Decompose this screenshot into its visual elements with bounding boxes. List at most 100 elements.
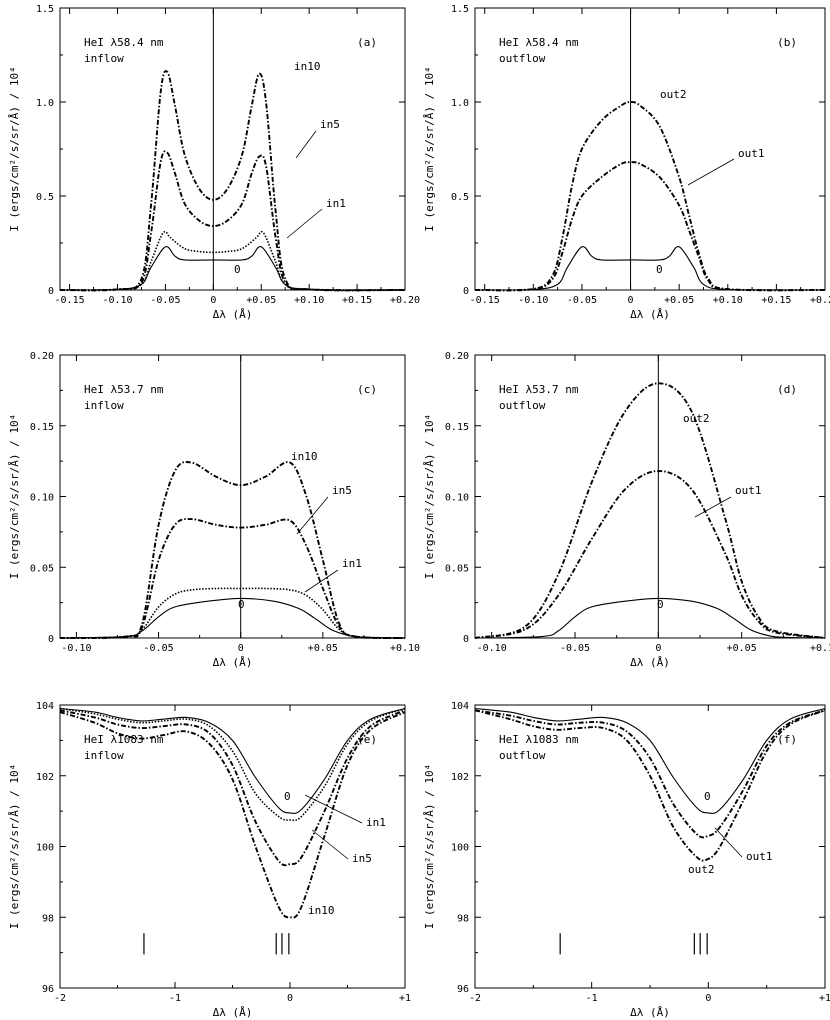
y-tick-label: 0 [48, 634, 54, 645]
curve-out1 [474, 470, 826, 639]
curve-in10 [59, 461, 406, 640]
panel-f: -2 -1 0 +1 96 98 100 102 104 Δλ (Å) I (ergs/cm²/s/… [423, 701, 830, 1019]
curve-in10 [59, 711, 406, 919]
x-tick-label: +0.10 [713, 295, 743, 306]
curve-label-0: 0 [656, 263, 663, 276]
y-tick-label: 0.20 [30, 351, 54, 362]
y-tick-label: 102 [451, 772, 469, 783]
y-axis-label: I (ergs/cm²/s/sr/Å) / 10⁴ [8, 414, 21, 580]
x-tick-label: -0.10 [61, 643, 91, 654]
x-tick-label: +1 [399, 993, 411, 1004]
curve-label-in1: in1 [342, 557, 362, 570]
curve-label-out2: out2 [660, 88, 687, 101]
x-tick-label: +0.10 [390, 643, 420, 654]
panel-title: HeI λ1083 nm [84, 733, 164, 746]
y-axis-label: I (ergs/cm²/s/sr/Å) / 10⁴ [8, 66, 21, 232]
panel-subtitle: outflow [499, 52, 546, 65]
x-tick-label: -2 [54, 993, 66, 1004]
curve-0 [474, 246, 826, 291]
x-tick-label: -0.05 [144, 643, 174, 654]
curve-label-in10: in10 [294, 60, 321, 73]
panel-title: HeI λ1083 nm [499, 733, 579, 746]
y-tick-label: 1.5 [451, 4, 469, 15]
x-tick-label: -0.05 [567, 295, 597, 306]
x-tick-label: +0.20 [810, 295, 830, 306]
y-tick-label: 0.15 [445, 422, 469, 433]
curve-label-in5: in5 [320, 118, 340, 131]
x-tick-label: -1 [169, 993, 181, 1004]
y-tick-label: 1.0 [36, 98, 54, 109]
label-leader-line [311, 829, 349, 860]
x-axis-label: Δλ (Å) [213, 308, 253, 321]
curve-in10 [59, 70, 406, 292]
x-tick-label: -0.15 [55, 295, 85, 306]
panel-e: -2 -1 0 +1 96 98 100 102 104 Δλ (Å) I (ergs/cm²/s/… [8, 701, 411, 1019]
panel-letter: (c) [357, 383, 377, 396]
curve-label-0: 0 [234, 263, 241, 276]
curve-label-in10: in10 [291, 450, 318, 463]
y-tick-label: 0 [463, 634, 469, 645]
y-axis-label: I (ergs/cm²/s/sr/Å) / 10⁴ [423, 66, 436, 232]
curve-label-out2: out2 [683, 412, 710, 425]
x-tick-label: -0.15 [470, 295, 500, 306]
y-tick-label: 0.05 [30, 563, 54, 574]
curve-out2 [474, 709, 826, 862]
y-tick-label: 96 [42, 984, 54, 995]
y-axis-label: I (ergs/cm²/s/sr/Å) / 10⁴ [423, 414, 436, 580]
y-tick-label: 1.0 [451, 98, 469, 109]
x-tick-label: 0 [628, 295, 634, 306]
x-tick-label: +0.05 [727, 643, 757, 654]
curve-label-0: 0 [238, 598, 245, 611]
label-leader-line [304, 569, 339, 593]
panel-subtitle: inflow [84, 749, 124, 762]
y-tick-label: 0 [48, 286, 54, 297]
curve-0 [474, 707, 826, 814]
curve-label-in1: in1 [326, 197, 346, 210]
panel-letter: (b) [777, 36, 797, 49]
panel-letter: (a) [357, 36, 377, 49]
x-tick-label: -0.10 [518, 295, 548, 306]
y-tick-label: 104 [451, 701, 469, 712]
curve-label-out2: out2 [688, 863, 715, 876]
panel-letter: (e) [357, 733, 377, 746]
y-tick-label: 98 [42, 913, 54, 924]
label-leader-line [304, 794, 363, 824]
curve-label-out1: out1 [738, 147, 765, 160]
y-tick-label: 0.15 [30, 422, 54, 433]
x-tick-label: +0.05 [308, 643, 338, 654]
curve-label-in5: in5 [332, 484, 352, 497]
x-axis-label: Δλ (Å) [630, 656, 670, 669]
x-tick-label: +0.20 [390, 295, 420, 306]
y-tick-label: 0.5 [36, 192, 54, 203]
y-tick-label: 100 [36, 843, 54, 854]
curve-label-in10: in10 [308, 904, 335, 917]
y-axis-label: I (ergs/cm²/s/sr/Å) / 10⁴ [423, 764, 436, 930]
curve-label-0: 0 [704, 790, 711, 803]
x-tick-label: 0 [238, 643, 244, 654]
curve-in1 [59, 707, 406, 822]
x-tick-label: +0.10 [294, 295, 324, 306]
y-tick-label: 96 [457, 984, 469, 995]
panel-subtitle: outflow [499, 749, 546, 762]
panel-subtitle: inflow [84, 399, 124, 412]
label-leader-line [694, 496, 732, 518]
curve-out1 [474, 709, 826, 839]
panel-subtitle: inflow [84, 52, 124, 65]
plot-frame [474, 704, 826, 989]
curve-in5 [59, 150, 406, 292]
curve-in5 [59, 709, 406, 867]
x-axis-label: Δλ (Å) [630, 308, 670, 321]
x-tick-label: 0 [210, 295, 216, 306]
x-tick-label: -1 [586, 993, 598, 1004]
panel-title: HeI λ53.7 nm [499, 383, 579, 396]
x-tick-label: -0.05 [150, 295, 180, 306]
curve-in1 [59, 230, 406, 291]
curve-out2 [474, 382, 826, 639]
panel-subtitle: outflow [499, 399, 546, 412]
x-axis-label: Δλ (Å) [630, 1006, 670, 1019]
y-tick-label: 0.10 [30, 493, 54, 504]
label-leader-line [286, 208, 323, 239]
curve-out1 [474, 161, 826, 292]
y-tick-label: 0.05 [445, 563, 469, 574]
panel-letter: (f) [777, 733, 797, 746]
